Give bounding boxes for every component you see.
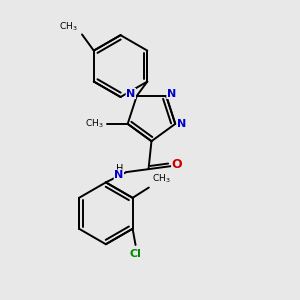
Text: Cl: Cl <box>130 249 142 260</box>
Text: CH$_3$: CH$_3$ <box>85 118 104 130</box>
Text: N: N <box>114 170 124 180</box>
Text: H: H <box>116 164 124 174</box>
Text: CH$_3$: CH$_3$ <box>59 20 78 33</box>
Text: N: N <box>167 88 176 98</box>
Text: N: N <box>126 88 136 98</box>
Text: CH$_3$: CH$_3$ <box>152 172 170 184</box>
Text: N: N <box>177 119 186 129</box>
Text: O: O <box>172 158 182 171</box>
